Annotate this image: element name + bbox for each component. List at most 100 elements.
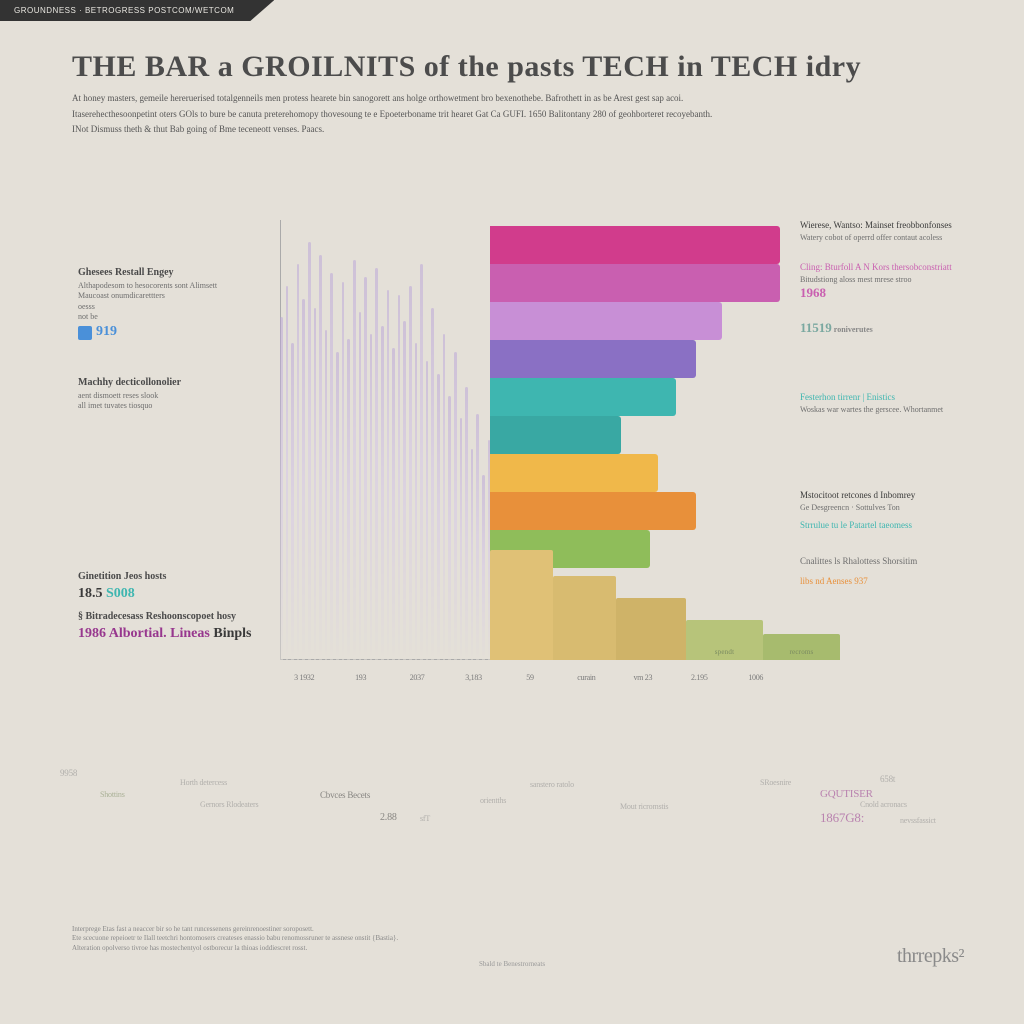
x-tick: 59 [506, 673, 554, 682]
faded-bar [359, 312, 362, 660]
chart-area: spendtrecroms 3 193219320373,18359curain… [280, 220, 780, 700]
cloud-word: GQUTISER [820, 788, 873, 800]
faded-bar [398, 295, 401, 660]
annotation-header: Cling: Bturfoll A N Kors thersobconstria… [800, 262, 1000, 274]
right-annotation: 11519 roniverutes [800, 320, 1000, 337]
annotation-big-value: 1986 Albortial. Lineas Binpls [78, 625, 278, 643]
left-annotation: Machhy decticollonolieraent dismoett res… [78, 376, 278, 412]
annotation-sub: Watery cobot of operrd offer contaut aco… [800, 233, 1000, 243]
faded-bar [314, 308, 317, 660]
horizontal-bar [490, 454, 658, 492]
faded-bar [347, 339, 350, 660]
faded-bar [454, 352, 457, 660]
faded-bar [460, 418, 463, 660]
x-tick-labels: 3 193219320373,18359curainvm 232.1951006 [280, 673, 780, 682]
annotation-header: Strrulue tu le Patartel taeomess [800, 520, 1000, 532]
left-annotation: § Bitradecesass Reshoonscopoet hosy 1986 … [78, 610, 278, 643]
faded-bar [465, 387, 468, 660]
annotation-line: not be [78, 312, 278, 322]
faded-bar [420, 264, 423, 660]
faded-bar [336, 352, 339, 660]
faded-bar [302, 299, 305, 660]
horizontal-bar [490, 416, 621, 454]
x-tick: 193 [336, 673, 384, 682]
faded-bar [291, 343, 294, 660]
annotation-sub: Woskas war wartes the gerscee. Whortanme… [800, 405, 1000, 415]
subtitle-line: Itaserehecthesoonpetint oters GOls to bu… [72, 108, 964, 122]
faded-bar [403, 321, 406, 660]
cloud-word: Horth detercess [180, 778, 227, 787]
x-tick: 3,183 [449, 673, 497, 682]
cloud-word: Mout ricromstis [620, 802, 668, 811]
faded-bar [364, 277, 367, 660]
annotation-sub: Ge Desgreencn · Sottulves Ton [800, 503, 1000, 513]
faded-bar [353, 260, 356, 660]
step-bar [553, 576, 616, 660]
right-annotation: Cnalittes ls Rhalottess Shorsitim [800, 556, 1000, 569]
faded-bar [280, 317, 283, 660]
footnote: Interprege Etas fast a neaccer bir so he… [72, 925, 724, 954]
annotation-header: Mstocitoot retcones d Inbomrey [800, 490, 1000, 502]
faded-bar [415, 343, 418, 660]
horizontal-bar [490, 340, 696, 378]
credit-line: Sbald te Benestrorneats [479, 960, 545, 968]
faded-bar [448, 396, 451, 660]
cloud-word: 1867G8: [820, 810, 864, 826]
annotation-line: Althapodesom to hesocorents sont Alimset… [78, 281, 278, 291]
faded-bar [319, 255, 322, 660]
annotation-line: Maucoast onumdicarettters [78, 291, 278, 301]
annotation-accent: 1968 [800, 285, 1000, 302]
annotation-header: libs nd Aenses 937 [800, 576, 1000, 588]
right-annotation: libs nd Aenses 937 [800, 576, 1000, 589]
faded-vertical-bars [280, 220, 490, 660]
horizontal-bar [490, 492, 696, 530]
cloud-word: nevssfassict [900, 816, 936, 825]
footnote-line: Interprege Etas fast a neaccer bir so he… [72, 925, 724, 935]
annotation-accent: 11519 roniverutes [800, 320, 1000, 337]
cloud-word: 9958 [60, 768, 77, 778]
faded-bar [476, 414, 479, 660]
annotation-line: oesss [78, 302, 278, 312]
cloud-word: sfT [420, 814, 430, 823]
annotation-header: § Bitradecesass Reshoonscopoet hosy [78, 610, 278, 623]
x-tick: 2037 [393, 673, 441, 682]
faded-bar [381, 326, 384, 660]
x-tick: vm 23 [619, 673, 667, 682]
faded-bar [431, 308, 434, 660]
left-annotation: Ghesees Restall EngeyAlthapodesom to hes… [78, 266, 278, 341]
horizontal-bar [490, 226, 780, 264]
faded-bar [387, 290, 390, 660]
right-annotation: Cling: Bturfoll A N Kors thersobconstria… [800, 262, 1000, 302]
step-bars: spendtrecroms [490, 550, 840, 660]
cloud-word: sanstero ratolo [530, 780, 574, 789]
cloud-word: Shottins [100, 790, 125, 799]
faded-bar [370, 334, 373, 660]
faded-bar [437, 374, 440, 660]
annotation-big-value: 18.5 S008 [78, 585, 278, 603]
horizontal-bar [490, 264, 780, 302]
faded-bar [342, 282, 345, 660]
subtitle-line: INot Dismuss theth & thut Bab going of B… [72, 123, 964, 134]
faded-bar [409, 286, 412, 660]
brand-mark: thrrepks² [897, 945, 964, 968]
footnote-line: Alteration opolverso tivroe has mosteche… [72, 944, 724, 954]
right-annotation: Festerhon tirrenr | EnisticsWoskas war w… [800, 392, 1000, 415]
footnote-line: Ete scecuone repeioetr te Ilall teetchri… [72, 934, 724, 944]
step-bar: spendt [686, 620, 763, 660]
annotation-header: Machhy decticollonolier [78, 376, 278, 389]
step-bar [490, 550, 553, 660]
step-bar-label: spendt [686, 648, 763, 656]
annotation-badge-value: 919 [96, 324, 117, 339]
x-tick: 1006 [732, 673, 780, 682]
faded-bar [297, 264, 300, 660]
faded-bar [330, 273, 333, 660]
annotation-header: Festerhon tirrenr | Enistics [800, 392, 1000, 404]
horizontal-bar [490, 378, 676, 416]
cloud-word: 2.88 [380, 812, 397, 823]
right-annotation: Strrulue tu le Patartel taeomess [800, 520, 1000, 533]
annotation-badge-row: 919 [78, 323, 278, 341]
step-bar: recroms [763, 634, 840, 660]
annotation-line: all imet tuvates tiosquo [78, 401, 278, 411]
faded-bar [375, 268, 378, 660]
horizontal-bar [490, 302, 722, 340]
